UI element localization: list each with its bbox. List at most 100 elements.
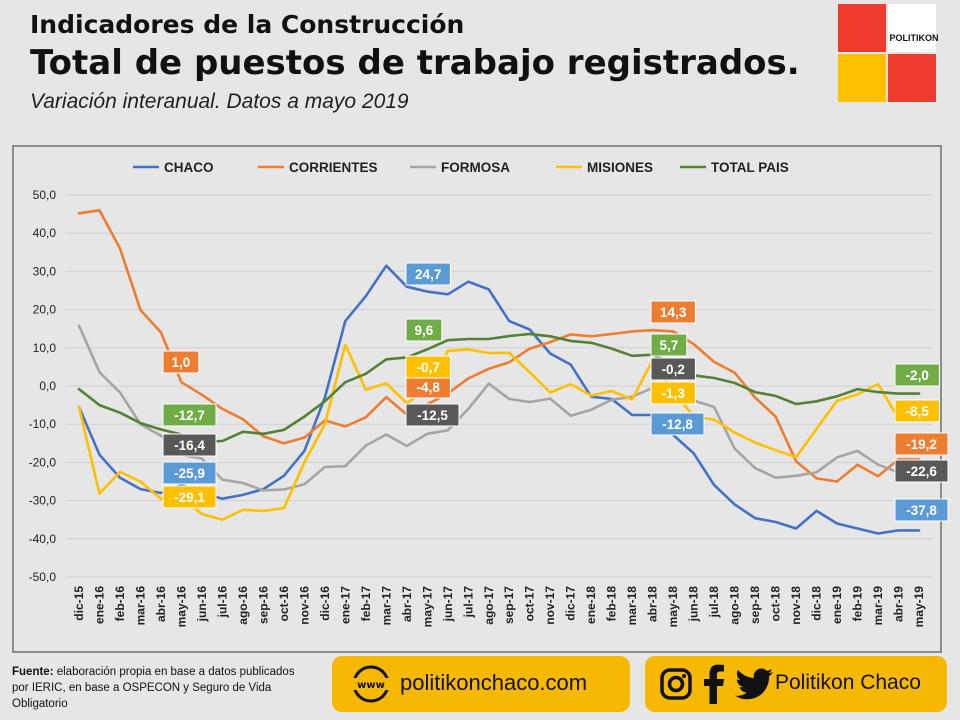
- data-label-box: [405, 355, 451, 379]
- x-tick-label: abr-19: [892, 586, 906, 622]
- x-tick-label: mar-18: [625, 586, 639, 626]
- series-line-formosa: [77, 324, 921, 492]
- x-tick-label: sep-18: [748, 586, 762, 624]
- y-tick-label: 10,0: [33, 341, 57, 355]
- data-label-text: -12,5: [417, 408, 448, 423]
- x-tick-label: mar-19: [871, 586, 885, 626]
- data-label: -8,5: [894, 399, 940, 423]
- x-tick-label: feb-16: [113, 586, 127, 622]
- title-line1: Indicadores de la Construcción: [30, 10, 465, 39]
- instagram-icon[interactable]: [659, 667, 693, 701]
- x-tick-label: ago-16: [236, 586, 250, 625]
- data-label: -25,9: [162, 461, 217, 485]
- data-label: -16,4: [162, 433, 217, 457]
- data-label-box: [405, 318, 443, 342]
- data-label-text: -22,6: [906, 464, 937, 479]
- chart-legend: CHACO CORRIENTES FORMOSA MISIONES TOTAL PAIS: [133, 160, 789, 175]
- data-label-text: -16,4: [174, 438, 205, 453]
- data-label-text: 5,7: [660, 338, 679, 353]
- website-banner[interactable]: www politikonchaco.com: [332, 656, 630, 712]
- data-label: -1,3: [650, 381, 696, 405]
- x-tick-label: ene-17: [338, 586, 352, 624]
- data-label-box: [894, 399, 940, 423]
- data-label-box: [650, 381, 696, 405]
- data-label-text: -8,5: [906, 404, 930, 419]
- logo-square-red-tl: [838, 4, 886, 52]
- data-label-box: [162, 403, 217, 427]
- data-label-text: -4,8: [417, 380, 441, 395]
- x-tick-label: jul-16: [215, 586, 229, 619]
- x-tick-label: mar-17: [379, 586, 393, 626]
- y-tick-label: -20,0: [29, 455, 57, 469]
- x-tick-label: nov-17: [543, 586, 557, 625]
- data-label: -12,8: [650, 412, 705, 436]
- globe-icon: www: [352, 665, 390, 703]
- data-label-text: -2,0: [906, 368, 929, 383]
- website-link[interactable]: politikonchaco.com: [400, 670, 588, 695]
- data-label-box: [162, 461, 217, 485]
- x-tick-label: ene-18: [584, 586, 598, 624]
- y-tick-label: 30,0: [33, 264, 57, 278]
- facebook-icon[interactable]: [701, 664, 727, 704]
- data-label: 9,6: [405, 318, 443, 342]
- politikon-logo: POLITIKON: [838, 4, 942, 108]
- x-tick-label: jun-17: [441, 586, 455, 623]
- data-label: -12,5: [405, 403, 460, 427]
- legend-label: TOTAL PAIS: [711, 160, 789, 175]
- y-tick-label: -50,0: [29, 570, 57, 584]
- social-banner[interactable]: Politikon Chaco: [645, 656, 947, 712]
- y-tick-label: 50,0: [33, 188, 57, 202]
- chart-gridlines: [65, 194, 933, 578]
- data-label-text: -12,8: [662, 417, 693, 432]
- y-tick-label: 20,0: [33, 303, 57, 317]
- data-label-box: [894, 498, 949, 522]
- source-text: elaboración propia en base a datos publi…: [12, 666, 295, 710]
- x-tick-label: feb-18: [605, 586, 619, 622]
- data-label-box: [650, 412, 705, 436]
- x-tick-label: feb-19: [851, 586, 865, 622]
- data-label-box: [162, 433, 217, 457]
- x-axis-ticks: dic-15 ene-16 feb-16 mar-16 abr-16 may-16 jun-…: [72, 586, 926, 628]
- data-label-text: -25,9: [174, 466, 205, 481]
- x-tick-label: jun-16: [195, 586, 209, 623]
- x-tick-label: oct-17: [523, 586, 537, 622]
- x-tick-label: abr-17: [400, 586, 414, 622]
- data-label-text: 24,7: [415, 267, 441, 282]
- subtitle: Variación interanual. Datos a mayo 2019: [30, 90, 409, 113]
- x-tick-label: oct-18: [769, 586, 783, 622]
- social-handle[interactable]: Politikon Chaco: [775, 671, 921, 694]
- data-label-text: 1,0: [172, 355, 191, 370]
- data-label-text: -29,1: [174, 490, 205, 505]
- x-tick-label: may-17: [420, 586, 434, 628]
- x-tick-label: abr-18: [646, 586, 660, 622]
- x-tick-label: ene-16: [92, 586, 106, 624]
- legend-label: MISIONES: [587, 160, 653, 175]
- source-label: Fuente:: [12, 666, 54, 678]
- data-label-box: [162, 350, 200, 374]
- logo-square-red-br: [888, 54, 936, 102]
- data-label: -29,1: [162, 485, 217, 509]
- data-label-text: -0,2: [662, 362, 685, 377]
- x-tick-label: ago-17: [482, 586, 496, 625]
- chart-data-labels: 24,7 -25,9 -12,8 -37,8 1,0 -4,8 14,3 -19,2 -16,4…: [162, 262, 949, 522]
- y-tick-label: 0,0: [39, 379, 56, 393]
- data-label: -0,7: [405, 355, 451, 379]
- data-label-box: [650, 333, 688, 357]
- x-tick-label: dic-17: [564, 586, 578, 621]
- data-label: -0,2: [650, 357, 696, 381]
- x-tick-label: may-18: [666, 586, 680, 628]
- logo-text: POLITIKON: [889, 33, 939, 43]
- twitter-icon[interactable]: [735, 667, 775, 701]
- x-tick-label: feb-17: [359, 586, 373, 622]
- title-line2: Total de puestos de trabajo registrados.: [30, 43, 800, 83]
- x-tick-label: dic-16: [318, 586, 332, 621]
- data-label: -4,8: [405, 375, 451, 399]
- x-tick-label: ene-19: [830, 586, 844, 624]
- data-label-box: [650, 300, 696, 324]
- x-tick-label: jul-17: [461, 586, 475, 619]
- x-tick-label: jun-18: [687, 586, 701, 623]
- data-label-box: [162, 485, 217, 509]
- legend-label: CHACO: [164, 160, 214, 175]
- data-label: 24,7: [405, 262, 451, 286]
